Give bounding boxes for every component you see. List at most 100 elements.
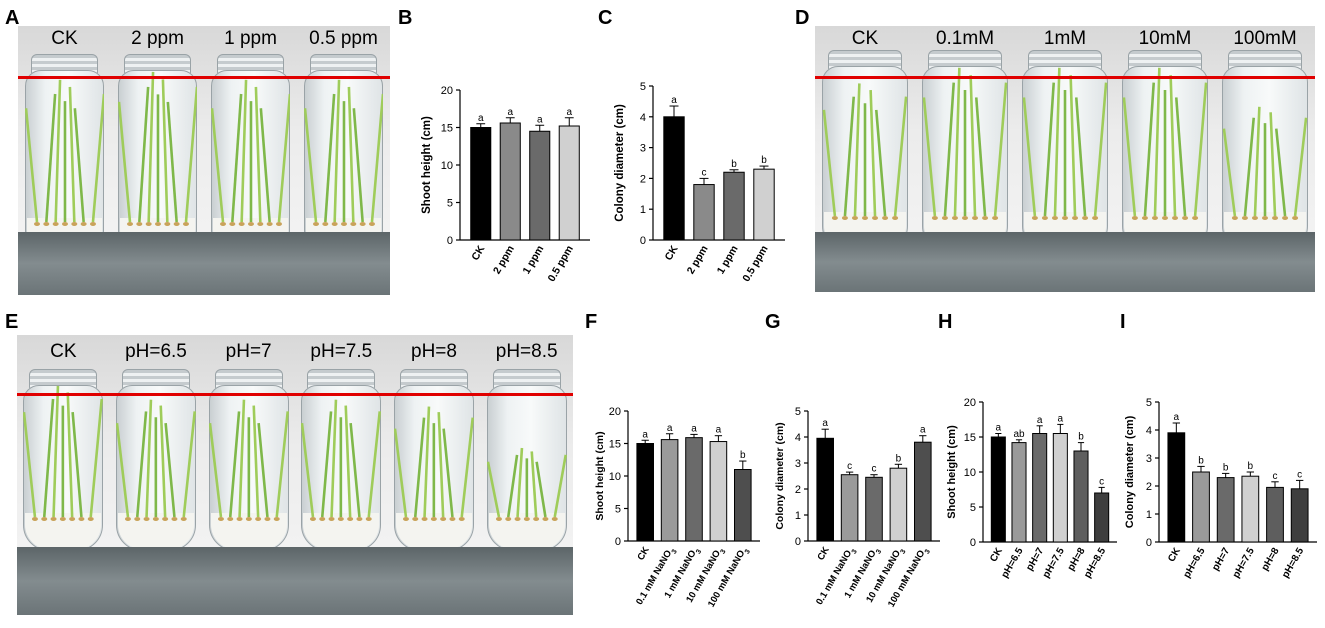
significance-letter: b <box>740 450 746 461</box>
y-tick-label: 10 <box>964 467 976 479</box>
y-tick-label: 1 <box>1146 509 1152 521</box>
significance-letter: a <box>996 423 1002 434</box>
significance-letter: ab <box>1013 429 1025 440</box>
photo-panel-d: CK 0.1mM 1mM 10mM 100mM <box>815 26 1315 292</box>
bar <box>1266 486 1284 543</box>
y-axis-title: Shoot height (cm) <box>594 431 606 520</box>
bar <box>1192 471 1210 543</box>
treatment-label: 100mM <box>1233 28 1297 49</box>
bar <box>753 168 775 241</box>
significance-letter: c <box>702 167 707 178</box>
chart-i: 0 1 2 3 4 5 Colony diameter (cm) a CK b pH=6.5 b pH=… <box>1124 397 1317 581</box>
treatment-label: 10mM <box>1138 28 1192 49</box>
significance-letter: a <box>537 114 543 125</box>
x-tick-label: 1 ppm <box>520 244 546 277</box>
seedlings <box>116 399 196 521</box>
x-tick-label: pH=8.5 <box>1280 546 1306 581</box>
panel-letter-h: H <box>938 311 953 333</box>
seedlings <box>303 79 384 226</box>
bar <box>990 436 1006 543</box>
bar <box>1290 488 1309 543</box>
treatment-label: pH=8.5 <box>495 341 558 362</box>
x-tick-label: 0.5 ppm <box>740 244 770 284</box>
seedlings <box>208 399 289 521</box>
x-tick-label: 0.5 ppm <box>546 244 576 284</box>
bar <box>529 130 551 241</box>
root-strip <box>815 232 1315 292</box>
seedlings <box>24 79 105 226</box>
panel-letter-b: B <box>398 7 413 29</box>
y-axis-title: Colony diameter (cm) <box>1124 415 1136 528</box>
significance-letter: c <box>1273 471 1278 482</box>
panel-letter-g: G <box>765 311 781 333</box>
bar <box>685 437 703 542</box>
chart-c: 0 1 2 3 4 5 Colony diameter (cm) a CK c 2 ppm b 1 pp… <box>614 81 785 284</box>
treatment-label: pH=7.5 <box>310 341 373 362</box>
reference-red-line <box>815 76 1315 79</box>
treatment-label: CK <box>851 28 879 49</box>
treatment-label: 0.1mM <box>935 28 995 49</box>
x-tick-label: 2 ppm <box>685 244 711 277</box>
significance-letter: c <box>872 464 877 475</box>
treatment-label: 2 ppm <box>131 28 184 49</box>
y-tick-label: 4 <box>1146 425 1152 437</box>
y-tick-label: 0 <box>1146 537 1152 549</box>
y-tick-label: 5 <box>447 198 453 210</box>
bar <box>693 184 715 241</box>
bar <box>1167 432 1186 543</box>
bar <box>499 122 521 241</box>
y-tick-label: 5 <box>1146 397 1152 409</box>
bar <box>558 125 580 241</box>
significance-letter: a <box>920 425 926 436</box>
y-axis-title: Colony diameter (cm) <box>774 422 786 529</box>
significance-letter: a <box>822 418 828 429</box>
seedlings <box>922 67 1008 220</box>
y-tick-label: 20 <box>441 85 453 97</box>
treatment-label: 1mM <box>1043 28 1087 49</box>
y-tick-label: 0 <box>615 536 621 548</box>
y-tick-label: 15 <box>964 432 976 444</box>
reference-red-line <box>18 76 390 79</box>
y-tick-label: 20 <box>609 406 621 418</box>
significance-letter: b <box>1198 455 1204 466</box>
significance-letter: b <box>1223 462 1229 473</box>
x-tick-label: pH=7 <box>1210 546 1232 573</box>
y-tick-label: 10 <box>441 160 453 172</box>
panel-letter-d: D <box>795 7 810 29</box>
x-tick-label: CK <box>469 243 487 262</box>
bar <box>816 437 834 542</box>
y-tick-label: 1 <box>640 204 646 216</box>
x-tick-label: 1 ppm <box>715 244 741 277</box>
x-tick-label: pH=7.5 <box>1231 546 1257 581</box>
significance-letter: a <box>667 423 673 434</box>
significance-letter: a <box>478 113 484 124</box>
significance-letter: c <box>1099 476 1104 487</box>
y-tick-label: 5 <box>615 504 621 516</box>
significance-letter: a <box>716 425 722 436</box>
panel-letter-f: F <box>585 311 598 333</box>
bar <box>865 476 883 542</box>
bar <box>470 127 492 241</box>
y-tick-label: 4 <box>795 432 801 444</box>
bar <box>1094 492 1110 543</box>
bar <box>889 467 908 542</box>
significance-letter: a <box>1037 415 1043 426</box>
bar <box>1032 433 1048 543</box>
significance-letter: a <box>642 429 648 440</box>
bar <box>1216 477 1235 543</box>
treatment-label: 0.5 ppm <box>309 28 378 49</box>
reference-red-line <box>17 393 573 396</box>
y-axis-title: Shoot height (cm) <box>946 425 958 519</box>
significance-letter: a <box>566 107 572 118</box>
root-strip <box>17 547 573 615</box>
seedlings <box>23 385 104 521</box>
y-tick-label: 0 <box>640 235 646 247</box>
chart-b: 0 5 10 15 20 Shoot height (cm) a CK a 2 ppm a 1 ppm… <box>421 85 590 284</box>
treatment-label: pH=7 <box>225 341 272 362</box>
bar <box>1073 450 1089 543</box>
bar <box>840 474 859 542</box>
seedlings <box>1022 67 1108 220</box>
significance-letter: b <box>761 155 767 166</box>
